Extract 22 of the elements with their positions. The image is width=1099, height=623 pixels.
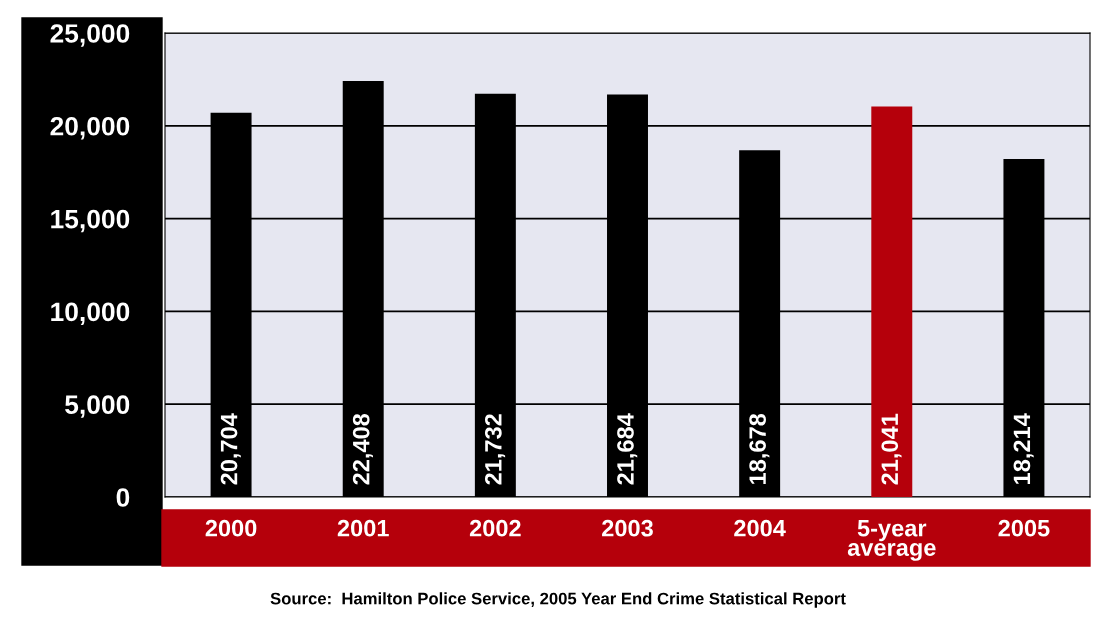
x-tick-label: 2003 [602,519,653,537]
data-label: 20,704 [220,413,241,485]
x-tick-label: 5-year average [847,520,936,561]
y-tick-label: 10,000 [51,302,130,326]
data-label: 22,408 [352,413,373,485]
y-tick-label: 20,000 [50,116,130,140]
y-tick-label: 5,000 [65,395,130,418]
source-note: Source: Hamilton Police Service, 2005 Year End Crime Statistical Report [270,592,846,608]
y-tick-label: 0 [116,488,130,507]
data-label: 18,214 [1013,413,1034,484]
x-tick-label: 2000 [205,519,257,537]
y-tick-label: 15,000 [51,209,130,233]
x-tick-label: 2001 [337,519,389,537]
data-label: 21,732 [484,414,506,485]
x-tick-label: 2005 [998,519,1050,537]
data-label: 21,684 [617,413,638,485]
data-label: 21,041 [881,413,902,485]
x-tick-label: 2004 [734,519,786,537]
y-tick-label: 25,000 [50,24,130,47]
x-tick-label: 2002 [469,519,521,537]
data-label: 18,678 [749,413,770,484]
bar [871,106,913,497]
